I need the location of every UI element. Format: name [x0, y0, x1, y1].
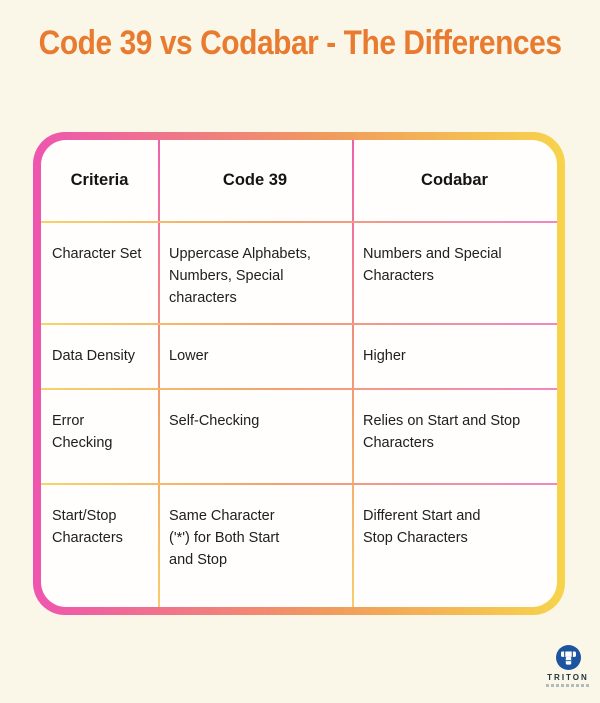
- comparison-table-frame: Criteria Code 39 Codabar Character Set U…: [33, 132, 565, 615]
- logo-fineprint: [546, 684, 590, 687]
- cell-error-checking-codabar: Relies on Start and Stop Characters: [363, 413, 521, 451]
- cell-start-stop-criteria: Start/Stop Characters: [52, 508, 123, 546]
- cell-character-set-codabar: Numbers and Special Characters: [363, 246, 502, 284]
- table-divider-vertical-1: [158, 140, 160, 607]
- table-grid: Criteria Code 39 Codabar Character Set U…: [41, 140, 557, 607]
- cell-error-checking-criteria: Error Checking: [52, 413, 113, 451]
- page-title-text: Code 39 vs Codabar - The Differences: [38, 24, 562, 62]
- page-title: Code 39 vs Codabar - The Differences: [0, 20, 600, 66]
- column-header-codabar: Codabar: [421, 171, 488, 189]
- cell-data-density-criteria: Data Density: [52, 348, 136, 364]
- triton-t-icon: [555, 645, 581, 670]
- cell-character-set-criteria: Character Set: [52, 246, 142, 262]
- comparison-table: Criteria Code 39 Codabar Character Set U…: [41, 140, 557, 607]
- triton-brand-text: TRITON: [547, 673, 589, 682]
- column-header-code39: Code 39: [222, 171, 288, 189]
- triton-logo: TRITON: [542, 645, 594, 687]
- cell-start-stop-code39: Same Character ('*') for Both Start and …: [169, 508, 280, 568]
- table-divider-horizontal-1: [41, 221, 557, 223]
- table-divider-horizontal-3: [41, 388, 557, 390]
- table-divider-vertical-2: [352, 140, 354, 607]
- cell-start-stop-codabar: Different Start and Stop Characters: [363, 508, 481, 546]
- column-header-criteria: Criteria: [70, 171, 129, 189]
- table-divider-horizontal-2: [41, 323, 557, 325]
- cell-data-density-code39: Lower: [169, 348, 209, 364]
- cell-data-density-codabar: Higher: [363, 348, 406, 364]
- cell-character-set-code39: Uppercase Alphabets, Numbers, Special ch…: [169, 246, 311, 306]
- table-divider-horizontal-4: [41, 483, 557, 485]
- cell-error-checking-code39: Self-Checking: [169, 413, 260, 429]
